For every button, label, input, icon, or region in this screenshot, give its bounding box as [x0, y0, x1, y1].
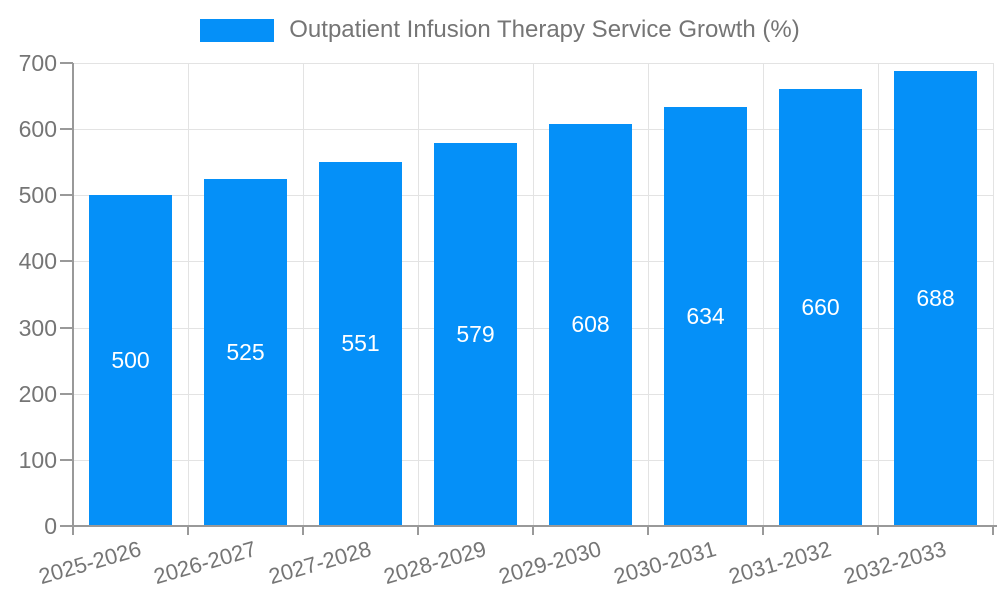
bar-2031-2032[interactable]: 660 — [779, 89, 862, 526]
y-axis-tick-label: 200 — [18, 380, 57, 407]
y-axis-tick-label: 700 — [18, 50, 57, 76]
bar-value-label: 500 — [111, 347, 150, 374]
bar-value-label: 688 — [916, 284, 955, 311]
y-axis-tick-label: 500 — [18, 182, 57, 209]
bar-2025-2026[interactable]: 500 — [89, 195, 172, 526]
bar-value-label: 525 — [226, 338, 265, 365]
y-axis-tick — [60, 392, 73, 395]
x-axis-tick — [72, 526, 74, 535]
bar-2027-2028[interactable]: 551 — [319, 161, 402, 526]
y-axis-tick-label: 600 — [18, 116, 57, 143]
bar-value-label: 608 — [571, 311, 610, 338]
x-axis-tick — [417, 526, 419, 535]
x-axis-tick — [647, 526, 649, 535]
x-axis-tick — [877, 526, 879, 535]
legend-item[interactable]: Outpatient Infusion Therapy Service Grow… — [0, 16, 1000, 44]
legend-swatch — [200, 18, 275, 42]
x-axis-tick — [762, 526, 764, 535]
bar-value-label: 634 — [686, 302, 725, 329]
bar-2032-2033[interactable]: 688 — [894, 70, 977, 526]
gridline-vertical — [648, 63, 649, 526]
y-axis-tick-label: 400 — [18, 248, 57, 275]
y-axis-tick — [60, 458, 73, 461]
bar-value-label: 579 — [456, 321, 495, 347]
bar-2030-2031[interactable]: 634 — [664, 106, 747, 526]
bar-value-label: 551 — [341, 330, 380, 357]
gridline-vertical — [188, 63, 189, 526]
gridline-vertical — [878, 63, 879, 526]
bar-value-label: 660 — [801, 294, 840, 321]
gridline-vertical — [418, 63, 419, 526]
x-axis-tick — [532, 526, 534, 535]
y-axis-tick-label: 0 — [44, 513, 57, 539]
y-axis-tick-label: 300 — [18, 314, 57, 341]
x-axis-tick — [992, 526, 994, 535]
x-axis-tick — [187, 526, 189, 535]
y-axis-line — [72, 63, 74, 535]
gridline-vertical — [993, 63, 994, 526]
y-axis-tick — [60, 260, 73, 263]
y-axis-tick — [60, 128, 73, 131]
y-axis-tick-label: 100 — [18, 446, 57, 473]
bar-2026-2027[interactable]: 525 — [204, 178, 287, 526]
y-axis-tick — [60, 194, 73, 197]
y-axis-tick — [60, 326, 73, 329]
y-axis-tick — [60, 525, 73, 527]
bar-2028-2029[interactable]: 579 — [434, 143, 517, 526]
x-axis-tick — [302, 526, 304, 535]
gridline-vertical — [303, 63, 304, 526]
x-axis-line — [60, 525, 997, 527]
gridline-vertical — [763, 63, 764, 526]
legend-label: Outpatient Infusion Therapy Service Grow… — [289, 16, 800, 43]
y-axis-tick — [60, 62, 73, 64]
gridline-vertical — [533, 63, 534, 526]
bar-2029-2030[interactable]: 608 — [549, 123, 632, 526]
